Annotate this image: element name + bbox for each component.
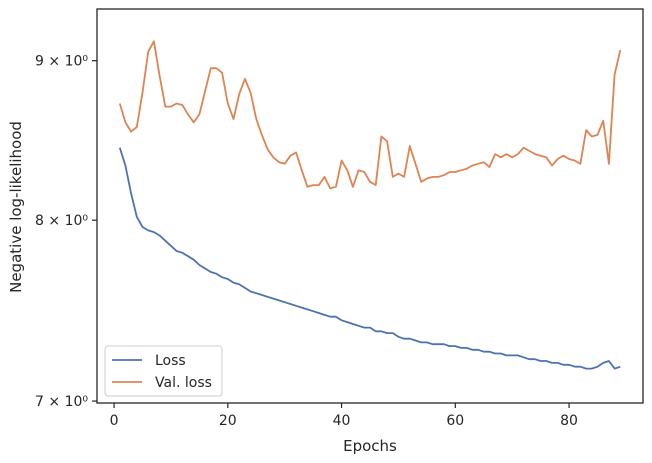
plot-frame <box>96 8 644 404</box>
series-line-val-loss <box>118 40 622 190</box>
y-axis-label: Negative log-likelihood <box>7 121 25 293</box>
legend-label-loss: Loss <box>155 353 186 369</box>
legend-box <box>104 345 223 397</box>
x-tick-label: 80 <box>560 413 578 429</box>
x-axis-ticks: 0 20 40 60 80 <box>110 403 578 429</box>
y-tick-label: 8 × 10⁰ <box>35 213 88 229</box>
y-axis-ticks: 7 × 10⁰ 8 × 10⁰ 9 × 10⁰ <box>35 54 97 410</box>
series-line-loss <box>118 147 621 370</box>
x-tick-label: 60 <box>446 413 464 429</box>
y-tick-label: 7 × 10⁰ <box>35 394 88 410</box>
x-tick-label: 20 <box>219 413 237 429</box>
legend-label-val-loss: Val. loss <box>155 375 212 391</box>
x-tick-label: 40 <box>333 413 351 429</box>
legend: Loss Val. loss <box>104 345 223 397</box>
x-axis-label: Epochs <box>343 437 397 455</box>
x-tick-label: 0 <box>110 413 119 429</box>
series-lines <box>118 40 622 370</box>
y-tick-label: 9 × 10⁰ <box>35 54 88 70</box>
